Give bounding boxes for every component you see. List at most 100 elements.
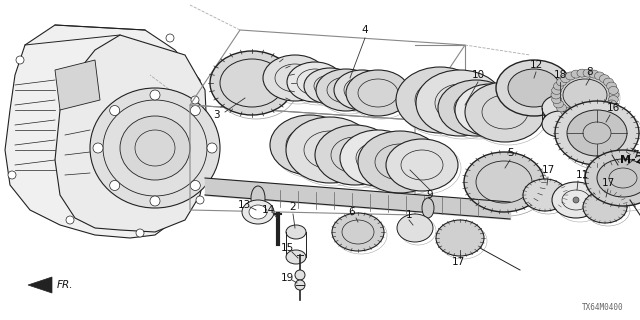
Ellipse shape <box>542 95 578 121</box>
Ellipse shape <box>589 112 599 120</box>
Ellipse shape <box>465 82 545 142</box>
Ellipse shape <box>577 69 587 77</box>
Ellipse shape <box>287 62 343 102</box>
Circle shape <box>191 96 199 104</box>
Ellipse shape <box>566 110 575 118</box>
Text: 16: 16 <box>606 103 620 113</box>
Ellipse shape <box>554 82 563 90</box>
Ellipse shape <box>552 182 600 218</box>
Circle shape <box>93 143 103 153</box>
Ellipse shape <box>438 80 514 136</box>
Ellipse shape <box>346 70 410 116</box>
Ellipse shape <box>607 82 616 90</box>
Text: 12: 12 <box>529 60 543 70</box>
Ellipse shape <box>315 125 395 185</box>
Ellipse shape <box>607 100 616 108</box>
Text: 17: 17 <box>541 165 555 175</box>
Circle shape <box>196 196 204 204</box>
Circle shape <box>295 280 305 290</box>
Text: 9: 9 <box>427 190 433 200</box>
Circle shape <box>573 197 579 203</box>
Ellipse shape <box>464 152 544 212</box>
Ellipse shape <box>286 250 306 264</box>
Circle shape <box>190 106 200 116</box>
Ellipse shape <box>561 75 571 83</box>
Text: 1: 1 <box>406 210 412 220</box>
Ellipse shape <box>358 131 442 193</box>
Polygon shape <box>55 35 208 232</box>
Ellipse shape <box>609 96 618 104</box>
Text: FR.: FR. <box>57 280 74 290</box>
Ellipse shape <box>496 60 572 116</box>
Ellipse shape <box>557 78 566 86</box>
Ellipse shape <box>583 191 627 223</box>
Ellipse shape <box>90 88 220 208</box>
Ellipse shape <box>396 67 484 133</box>
Ellipse shape <box>561 107 571 115</box>
Text: TX64M0400: TX64M0400 <box>582 303 624 313</box>
Ellipse shape <box>386 139 458 191</box>
Circle shape <box>190 180 200 190</box>
Ellipse shape <box>242 200 274 224</box>
Ellipse shape <box>583 113 593 121</box>
Text: 18: 18 <box>554 70 566 80</box>
Ellipse shape <box>286 225 306 239</box>
Text: 17: 17 <box>451 257 465 267</box>
Circle shape <box>166 34 174 42</box>
Ellipse shape <box>436 220 484 256</box>
Ellipse shape <box>600 75 609 83</box>
Circle shape <box>109 180 120 190</box>
Ellipse shape <box>120 116 190 180</box>
Ellipse shape <box>600 107 609 115</box>
Ellipse shape <box>554 100 563 108</box>
Ellipse shape <box>604 78 614 86</box>
Ellipse shape <box>455 84 525 136</box>
Circle shape <box>150 196 160 206</box>
Ellipse shape <box>263 55 327 101</box>
Ellipse shape <box>210 51 294 115</box>
Circle shape <box>150 90 160 100</box>
Ellipse shape <box>567 110 627 156</box>
Ellipse shape <box>422 198 434 218</box>
Ellipse shape <box>397 214 433 242</box>
Circle shape <box>295 270 305 280</box>
Ellipse shape <box>542 111 578 137</box>
Polygon shape <box>5 25 205 238</box>
Circle shape <box>66 216 74 224</box>
Text: M-2: M-2 <box>620 155 640 165</box>
Ellipse shape <box>595 110 605 118</box>
Text: 7: 7 <box>632 150 638 160</box>
Ellipse shape <box>552 96 562 104</box>
Ellipse shape <box>571 112 581 120</box>
Circle shape <box>136 229 144 237</box>
Text: 11: 11 <box>575 170 589 180</box>
Ellipse shape <box>585 150 640 206</box>
Text: 8: 8 <box>587 67 593 77</box>
Text: 3: 3 <box>212 110 220 120</box>
Ellipse shape <box>552 86 562 94</box>
Ellipse shape <box>566 72 575 80</box>
Ellipse shape <box>557 104 566 112</box>
Circle shape <box>16 56 24 64</box>
Ellipse shape <box>304 68 356 104</box>
Polygon shape <box>28 277 52 293</box>
Ellipse shape <box>604 104 614 112</box>
Ellipse shape <box>571 70 581 78</box>
Circle shape <box>109 106 120 116</box>
Ellipse shape <box>597 159 640 197</box>
Text: 17: 17 <box>602 178 614 188</box>
Ellipse shape <box>286 117 374 183</box>
Text: 4: 4 <box>362 25 368 35</box>
Ellipse shape <box>551 91 561 99</box>
Text: 6: 6 <box>349 207 355 217</box>
Ellipse shape <box>251 186 265 210</box>
Text: 13: 13 <box>237 200 251 210</box>
Text: 19: 19 <box>280 273 294 283</box>
Text: 5: 5 <box>507 148 513 158</box>
Ellipse shape <box>555 101 639 165</box>
Text: 14: 14 <box>261 205 275 215</box>
Text: 10: 10 <box>472 70 484 80</box>
Ellipse shape <box>332 213 384 251</box>
Ellipse shape <box>595 72 605 80</box>
Polygon shape <box>55 60 100 110</box>
